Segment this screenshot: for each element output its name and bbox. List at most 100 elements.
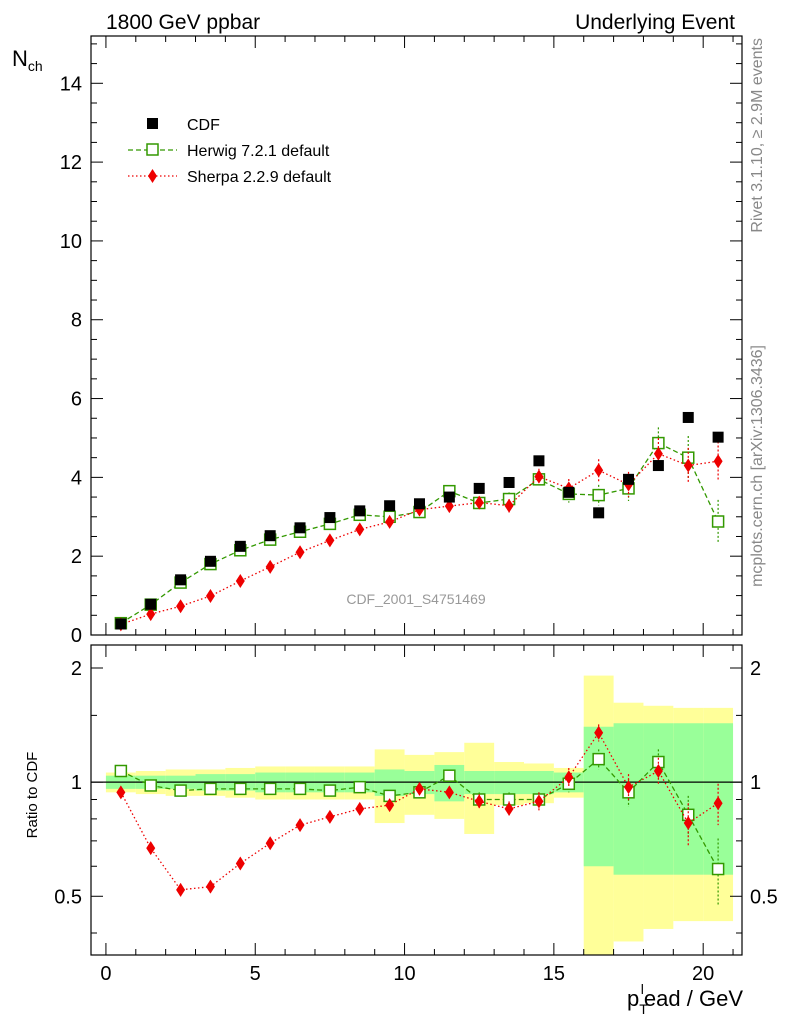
x-tick-label: 20	[692, 963, 714, 985]
main-point-cdf	[712, 431, 724, 443]
legend-cdf-label: CDF	[187, 117, 220, 134]
ratio-point-sherpa	[683, 816, 693, 831]
x-axis-label-base: p	[627, 986, 639, 1011]
ratio-point-sherpa	[116, 785, 126, 800]
ratio-point-sherpa	[594, 725, 604, 740]
main-y-tick-label: 8	[71, 310, 82, 332]
main-point-sherpa	[713, 454, 723, 469]
ratio-point-herwig	[711, 862, 725, 876]
main-ylabel-base: N	[12, 46, 28, 71]
mcplots-label: mcplots.cern.ch [arXiv:1306.3436]	[749, 345, 766, 587]
ratio-band-inner	[673, 723, 704, 875]
x-axis-label-rest: ead / GeV	[644, 986, 743, 1011]
ratio-point-herwig	[114, 764, 128, 778]
x-tick-label: 10	[393, 963, 415, 985]
main-point-sherpa	[265, 559, 275, 574]
main-point-sherpa	[205, 588, 215, 603]
main-point-cdf	[443, 491, 455, 503]
legend: CDF Herwig 7.2.1 default Sherpa 2.2.9 de…	[128, 117, 332, 186]
ratio-y-tick-label: 0.5	[54, 886, 82, 908]
main-point-cdf	[593, 507, 605, 519]
main-point-cdf	[384, 500, 396, 512]
ratio-point-sherpa	[295, 818, 305, 833]
ratio-point-herwig	[293, 782, 307, 796]
header-right-label: Underlying Event	[575, 11, 735, 34]
x-tick-label: 0	[100, 963, 111, 985]
ratio-point-sherpa	[205, 879, 215, 894]
main-point-sherpa	[653, 446, 663, 461]
ratio-point-herwig	[144, 779, 157, 792]
main-point-cdf	[264, 530, 276, 542]
main-point-cdf	[473, 482, 485, 494]
ratio-point-sherpa	[444, 785, 454, 800]
ratio-point-sherpa	[624, 780, 634, 795]
main-point-sherpa	[444, 499, 454, 514]
ratio-point-sherpa	[385, 798, 395, 813]
main-point-sherpa	[594, 463, 604, 478]
main-point-sherpa	[504, 498, 514, 513]
ratio-band-inner	[643, 723, 674, 875]
legend-herwig-label: Herwig 7.2.1 default	[187, 143, 330, 160]
ratio-point-sherpa	[564, 770, 574, 785]
ratio-y-tick-label: 1	[71, 772, 82, 794]
main-point-sherpa	[683, 458, 693, 473]
main-panel-frame	[90, 35, 743, 636]
main-point-cdf	[175, 574, 187, 586]
ratio-point-sherpa	[265, 836, 275, 851]
main-point-sherpa	[474, 495, 484, 510]
main-point-herwig	[711, 515, 725, 528]
main-point-sherpa	[325, 533, 335, 548]
ratio-point-sherpa	[414, 781, 424, 796]
main-ylabel-sub: ch	[28, 58, 43, 74]
main-point-cdf	[354, 505, 366, 517]
ratio-point-sherpa	[325, 809, 335, 824]
main-point-cdf	[533, 455, 545, 467]
x-axis-label-sub: T	[639, 1001, 648, 1017]
main-point-cdf	[503, 476, 515, 488]
main-point-cdf	[682, 411, 694, 423]
main-point-sherpa	[534, 469, 544, 484]
main-y-tick-label: 12	[60, 152, 82, 174]
ratio-point-sherpa	[474, 794, 484, 809]
legend-sherpa-marker	[148, 169, 157, 183]
main-y-tick-label: 14	[60, 73, 82, 95]
ratio-panel-frame	[90, 644, 743, 956]
x-axis-label: pTlead / GeV	[627, 981, 743, 1017]
rivet-version-label: Rivet 3.1.10, ≥ 2.9M events	[749, 38, 766, 233]
legend-cdf-marker	[147, 118, 158, 129]
main-point-cdf	[204, 555, 216, 567]
ratio-point-herwig	[592, 752, 605, 766]
header-left-label: 1800 GeV ppbar	[106, 11, 260, 34]
main-point-cdf	[115, 618, 127, 630]
ratio-point-herwig	[323, 784, 337, 797]
main-point-cdf	[623, 473, 635, 485]
ratio-line-sherpa	[120, 731, 719, 891]
main-point-cdf	[294, 522, 306, 534]
main-point-cdf	[145, 598, 157, 610]
main-point-cdf	[324, 512, 336, 524]
main-point-sherpa	[385, 514, 395, 529]
x-tick-label: 5	[250, 963, 261, 985]
ratio-point-herwig	[174, 784, 187, 797]
main-ylabel: Nch	[12, 46, 43, 74]
main-point-cdf	[563, 486, 575, 498]
main-point-sherpa	[235, 574, 245, 589]
ratio-point-sherpa	[653, 764, 663, 779]
main-point-cdf	[234, 540, 246, 552]
ratio-point-herwig	[353, 780, 367, 794]
ratio-point-sherpa	[355, 801, 365, 816]
ratio-y-tick-label-right: 1	[750, 772, 761, 794]
main-y-tick-label: 4	[71, 467, 82, 489]
main-y-tick-label: 0	[71, 625, 82, 647]
legend-herwig-marker	[146, 143, 159, 156]
main-y-tick-label: 6	[71, 389, 82, 411]
main-point-sherpa	[176, 599, 186, 614]
main-y-tick-label: 2	[71, 546, 82, 568]
main-point-herwig	[592, 488, 605, 502]
ratio-ylabel: Ratio to CDF	[24, 752, 41, 839]
x-axis-label-sup: l	[641, 981, 644, 997]
main-point-sherpa	[355, 522, 365, 537]
main-point-sherpa	[146, 607, 156, 622]
ratio-point-herwig	[234, 782, 247, 796]
